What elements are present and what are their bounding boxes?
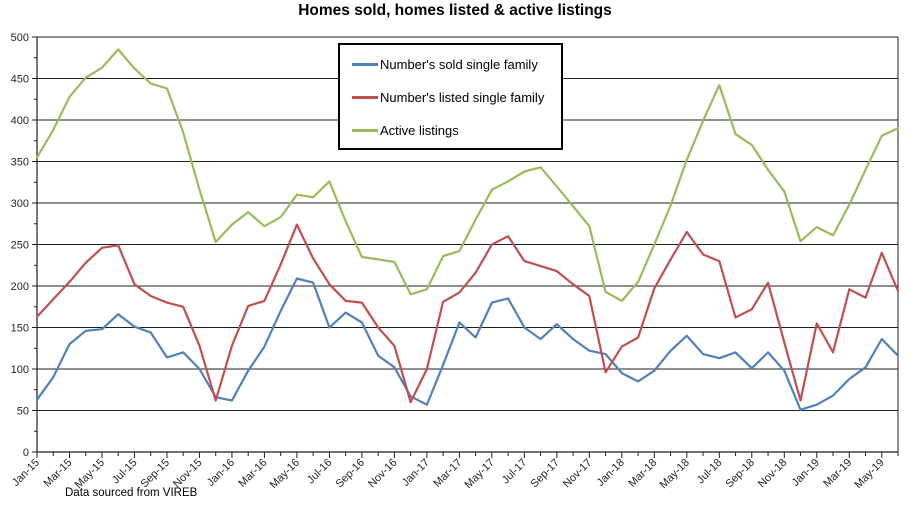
svg-text:Nov-18: Nov-18 <box>756 457 790 491</box>
svg-text:Jan-18: Jan-18 <box>595 457 627 489</box>
svg-text:Mar-18: Mar-18 <box>626 457 659 490</box>
svg-text:Mar-15: Mar-15 <box>41 457 74 490</box>
svg-text:May-19: May-19 <box>852 457 886 491</box>
svg-text:Jan-19: Jan-19 <box>790 457 822 489</box>
svg-text:400: 400 <box>11 115 29 127</box>
svg-text:Sep-17: Sep-17 <box>528 457 562 491</box>
svg-text:200: 200 <box>11 281 29 293</box>
svg-text:Nov-17: Nov-17 <box>561 457 595 491</box>
legend-item-sold: Number's sold single family <box>352 48 561 81</box>
svg-text:350: 350 <box>11 157 29 169</box>
svg-text:Nov-15: Nov-15 <box>171 457 205 491</box>
svg-text:Mar-16: Mar-16 <box>236 457 269 490</box>
legend-item-label: Active listings <box>380 123 459 138</box>
svg-text:Jul-16: Jul-16 <box>305 457 335 487</box>
chart-title: Homes sold, homes listed & active listin… <box>298 2 612 19</box>
svg-text:Jan-17: Jan-17 <box>400 457 432 489</box>
svg-text:300: 300 <box>11 198 29 210</box>
legend-item-listed: Number's listed single family <box>352 81 561 114</box>
svg-text:500: 500 <box>11 32 29 44</box>
svg-text:May-17: May-17 <box>463 457 497 491</box>
svg-text:Nov-16: Nov-16 <box>366 457 400 491</box>
svg-text:100: 100 <box>11 364 29 376</box>
svg-text:Sep-15: Sep-15 <box>139 457 173 491</box>
svg-text:50: 50 <box>17 406 29 418</box>
svg-text:Mar-17: Mar-17 <box>431 457 464 490</box>
svg-text:Jan-16: Jan-16 <box>205 457 237 489</box>
svg-text:Jan-15: Jan-15 <box>10 457 42 489</box>
svg-text:May-15: May-15 <box>73 457 107 491</box>
legend-item-label: Number's sold single family <box>380 57 538 72</box>
svg-text:250: 250 <box>11 240 29 252</box>
svg-text:450: 450 <box>11 74 29 86</box>
svg-text:Jul-15: Jul-15 <box>110 457 140 487</box>
svg-text:Jul-18: Jul-18 <box>695 457 725 487</box>
legend-item-active: Active listings <box>352 114 561 147</box>
svg-text:Mar-19: Mar-19 <box>821 457 854 490</box>
legend-line-swatch-sold <box>352 63 378 66</box>
svg-text:150: 150 <box>11 323 29 335</box>
svg-text:0: 0 <box>23 447 29 459</box>
svg-text:May-16: May-16 <box>268 457 302 491</box>
source-note: Data sourced from VIREB <box>65 487 198 499</box>
legend-item-label: Number's listed single family <box>380 90 545 105</box>
legend-line-swatch-listed <box>352 96 378 99</box>
svg-text:Sep-18: Sep-18 <box>723 457 757 491</box>
svg-text:May-18: May-18 <box>658 457 692 491</box>
svg-text:Jul-17: Jul-17 <box>500 457 530 487</box>
chart-legend: Number's sold single family Number's lis… <box>338 43 563 150</box>
legend-line-swatch-active <box>352 129 378 132</box>
svg-text:Sep-16: Sep-16 <box>333 457 367 491</box>
